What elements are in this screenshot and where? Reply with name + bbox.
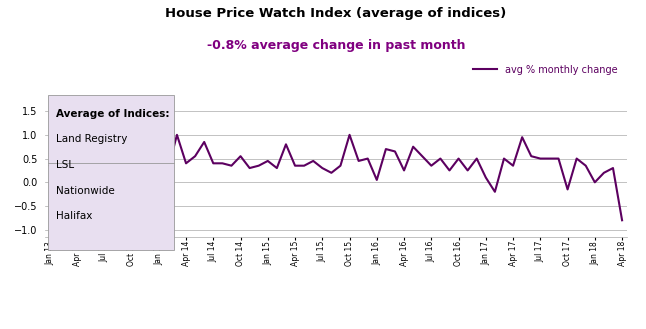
Text: Nationwide: Nationwide [56, 186, 115, 195]
Legend: avg % monthly change: avg % monthly change [469, 61, 621, 79]
Text: Average of Indices:: Average of Indices: [56, 109, 170, 118]
Text: Land Registry: Land Registry [56, 134, 127, 144]
Text: LSL: LSL [56, 160, 74, 170]
Text: Halifax: Halifax [56, 211, 92, 221]
Text: -0.8% average change in past month: -0.8% average change in past month [207, 39, 465, 53]
Text: House Price Watch Index (average of indices): House Price Watch Index (average of indi… [165, 7, 506, 20]
